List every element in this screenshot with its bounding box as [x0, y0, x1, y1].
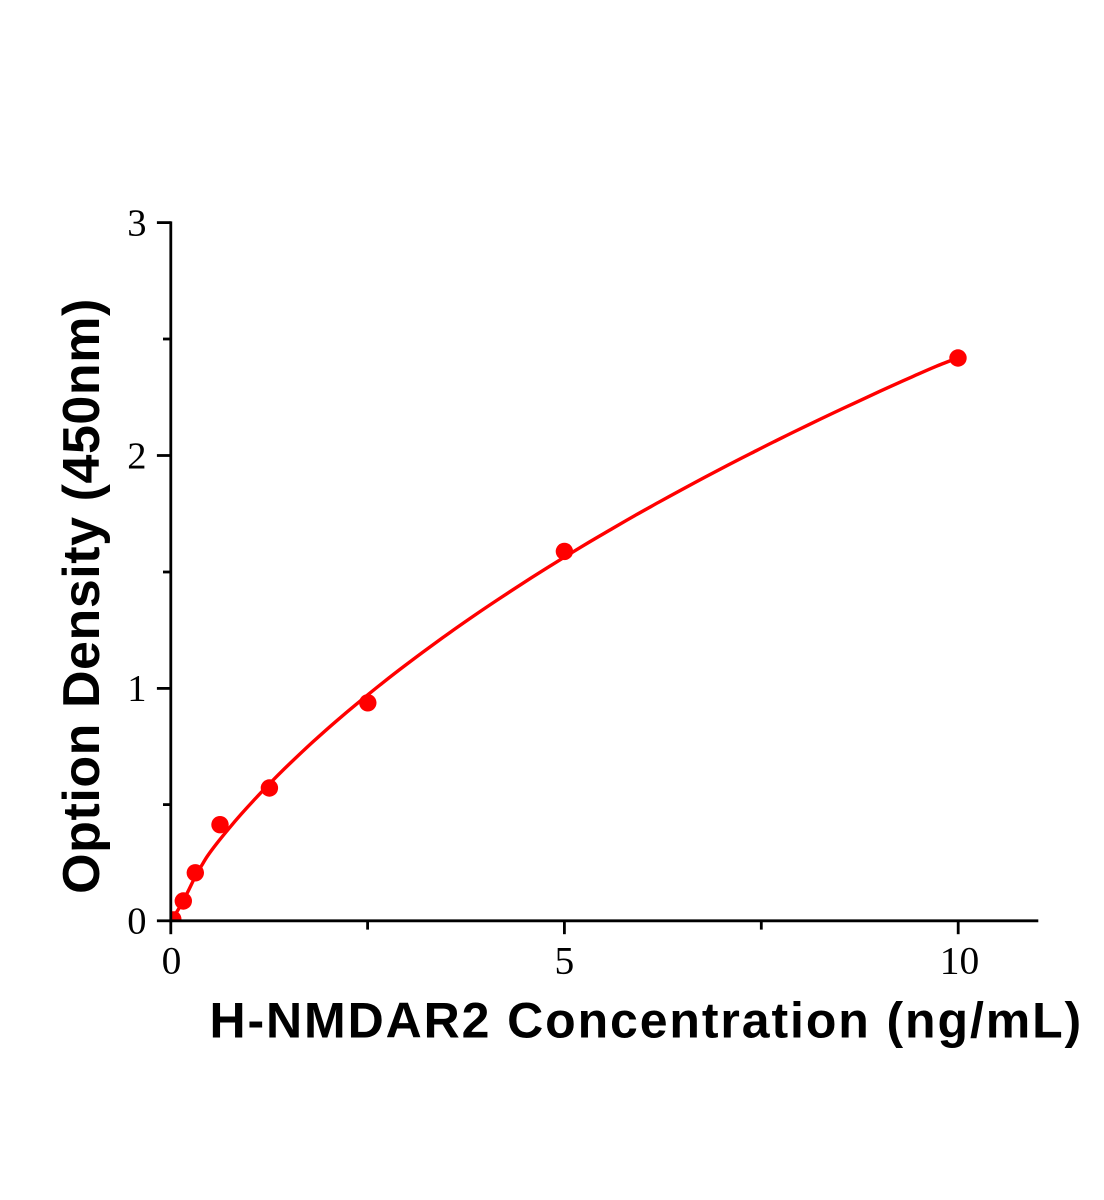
svg-text:2: 2 — [127, 435, 146, 477]
svg-text:Option Density (450nm): Option Density (450nm) — [53, 298, 111, 894]
svg-text:5: 5 — [555, 939, 575, 983]
svg-text:0: 0 — [127, 901, 146, 943]
svg-text:3: 3 — [127, 202, 146, 244]
svg-text:1: 1 — [127, 668, 146, 710]
svg-text:H-NMDAR2 Concentration (ng/mL): H-NMDAR2 Concentration (ng/mL) — [209, 992, 1083, 1048]
svg-text:10: 10 — [940, 939, 980, 983]
svg-text:0: 0 — [162, 939, 182, 983]
